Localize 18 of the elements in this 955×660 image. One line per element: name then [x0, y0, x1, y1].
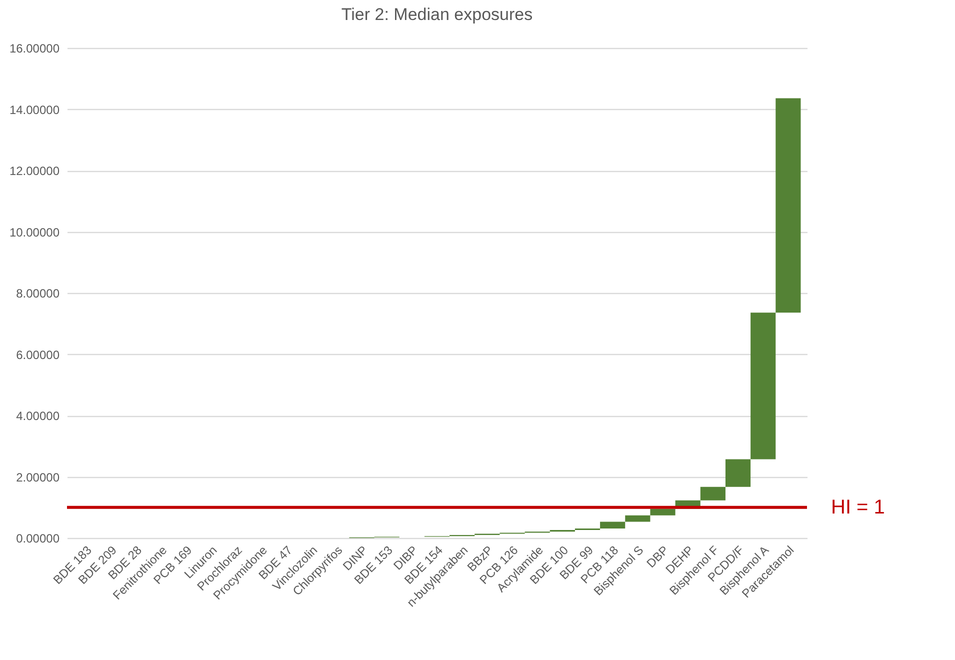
y-tick-label: 8.00000: [16, 286, 60, 300]
y-tick-label: 16.00000: [9, 42, 60, 56]
y-tick-label: 4.00000: [16, 409, 60, 423]
bar: [650, 508, 676, 516]
y-tick-label: 6.00000: [16, 348, 60, 362]
y-tick-label: 0.00000: [16, 532, 60, 546]
bar: [700, 486, 726, 500]
y-tick-label: 12.00000: [9, 164, 60, 178]
y-tick-label: 14.00000: [9, 102, 60, 117]
bar: [750, 312, 776, 460]
ref-line-label: HI = 1: [831, 496, 885, 518]
bar: [600, 522, 626, 529]
chart-title: Tier 2: Median exposures: [341, 5, 533, 24]
y-tick-label: 10.00000: [9, 225, 60, 240]
y-tick-label: 2.00000: [16, 470, 60, 484]
bar: [776, 98, 801, 313]
bar: [625, 515, 650, 522]
bar: [725, 459, 751, 487]
